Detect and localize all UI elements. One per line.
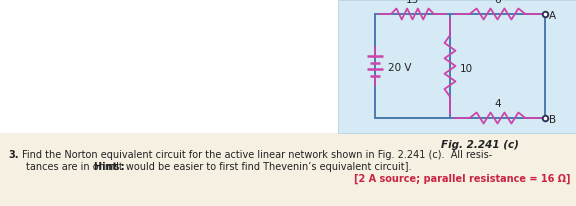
Bar	[0, 133, 576, 206]
Text: 3.: 3.	[8, 150, 18, 160]
Text: A: A	[549, 11, 556, 21]
Bar	[338, 0, 576, 133]
Text: Find the Norton equivalent circuit for the active linear network shown in Fig. 2: Find the Norton equivalent circuit for t…	[22, 150, 492, 160]
Text: 20 V: 20 V	[388, 63, 411, 73]
Text: It would be easier to first find Thevenin’s equivalent circuit].: It would be easier to first find Theveni…	[116, 162, 411, 172]
Text: Hint :: Hint :	[94, 162, 128, 172]
Text: 6: 6	[494, 0, 501, 5]
Text: 10: 10	[460, 64, 473, 74]
Text: tances are in ohms.: tances are in ohms.	[26, 162, 126, 172]
Text: 15: 15	[406, 0, 419, 5]
Text: [2 A source; parallel resistance = 16 Ω]: [2 A source; parallel resistance = 16 Ω]	[354, 174, 570, 184]
Text: 4: 4	[494, 99, 501, 109]
Text: B: B	[549, 115, 556, 125]
Text: Fig. 2.241 (c): Fig. 2.241 (c)	[441, 140, 519, 150]
